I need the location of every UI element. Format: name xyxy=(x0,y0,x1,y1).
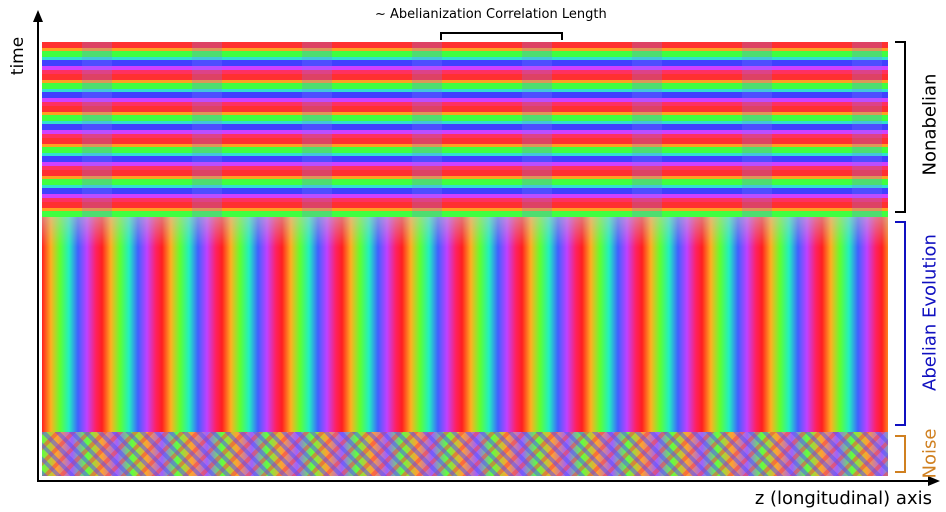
noise-field xyxy=(42,432,888,476)
nonabelian-bracket xyxy=(895,41,906,213)
region-label: Nonabelian xyxy=(919,73,941,176)
x-arrow xyxy=(928,476,940,486)
nonabelian-field xyxy=(42,42,888,217)
y-axis-label: time xyxy=(8,36,28,76)
top-bracket xyxy=(440,32,563,40)
x-axis-label: z (longitudinal) axis xyxy=(754,488,932,509)
region-label: Noise xyxy=(919,428,941,479)
top-annotation: ~ Abelianization Correlation Length xyxy=(375,7,607,22)
abelian-bracket xyxy=(895,221,906,426)
y-arrow xyxy=(33,10,43,22)
abelian-field xyxy=(42,217,888,432)
region-label: Abelian Evolution xyxy=(919,234,941,391)
noise-bracket xyxy=(895,435,906,473)
